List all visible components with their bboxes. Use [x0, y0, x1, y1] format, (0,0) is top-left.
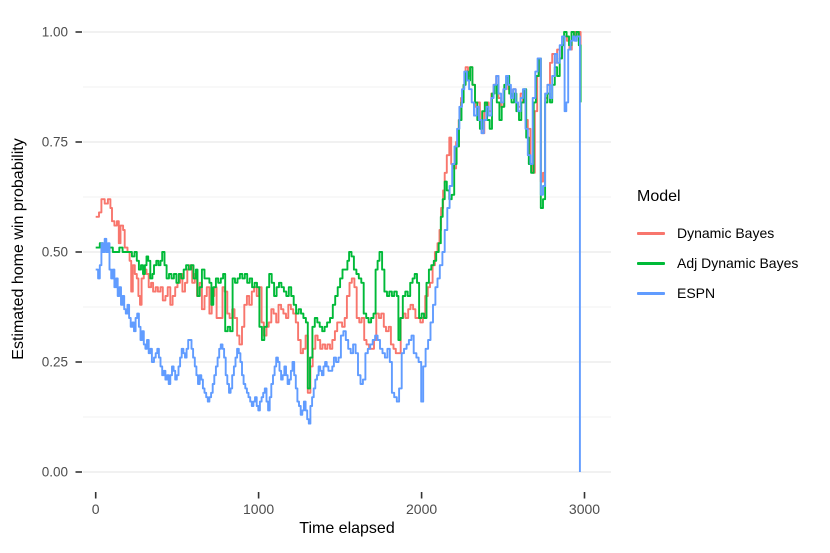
y-axis-title: Estimated home win probability: [10, 138, 27, 360]
y-tick-label: 0.50: [42, 245, 68, 260]
legend-label-espn: ESPN: [677, 285, 716, 301]
x-tick-label: 2000: [406, 501, 437, 517]
series-line-espn: [95, 35, 581, 472]
legend-title: Model: [637, 188, 681, 205]
series-line-adj-dynamic-bayes: [95, 31, 582, 390]
legend-entry-espn: ESPN: [637, 278, 798, 308]
x-tick-label: 0: [92, 501, 100, 517]
legend-key-line-icon: [637, 291, 665, 295]
legend-key-color: [637, 291, 665, 295]
legend-label-dynamic-bayes: Dynamic Bayes: [677, 225, 775, 241]
y-tick-label: 0.00: [42, 465, 68, 480]
legend-key-line-icon: [637, 231, 665, 235]
x-axis-title: Time elapsed: [299, 520, 395, 537]
series-line-dynamic-bayes: [95, 31, 582, 394]
legend: Model Dynamic Bayes Adj Dynamic Bayes ESPN: [637, 188, 798, 308]
legend-label-adj-dynamic-bayes: Adj Dynamic Bayes: [677, 255, 799, 271]
y-tick-label: 1.00: [42, 25, 68, 40]
legend-key-line-icon: [637, 261, 665, 265]
legend-entry-dynamic-bayes: Dynamic Bayes: [637, 218, 798, 248]
legend-entries: Dynamic Bayes Adj Dynamic Bayes ESPN: [637, 218, 798, 308]
x-tick-label: 1000: [243, 501, 274, 517]
legend-key-color: [637, 231, 665, 235]
x-tick-label: 3000: [569, 501, 600, 517]
legend-entry-adj-dynamic-bayes: Adj Dynamic Bayes: [637, 248, 798, 278]
y-tick-label: 0.75: [42, 135, 68, 150]
legend-key-color: [637, 261, 665, 265]
y-tick-label: 0.25: [42, 355, 68, 370]
